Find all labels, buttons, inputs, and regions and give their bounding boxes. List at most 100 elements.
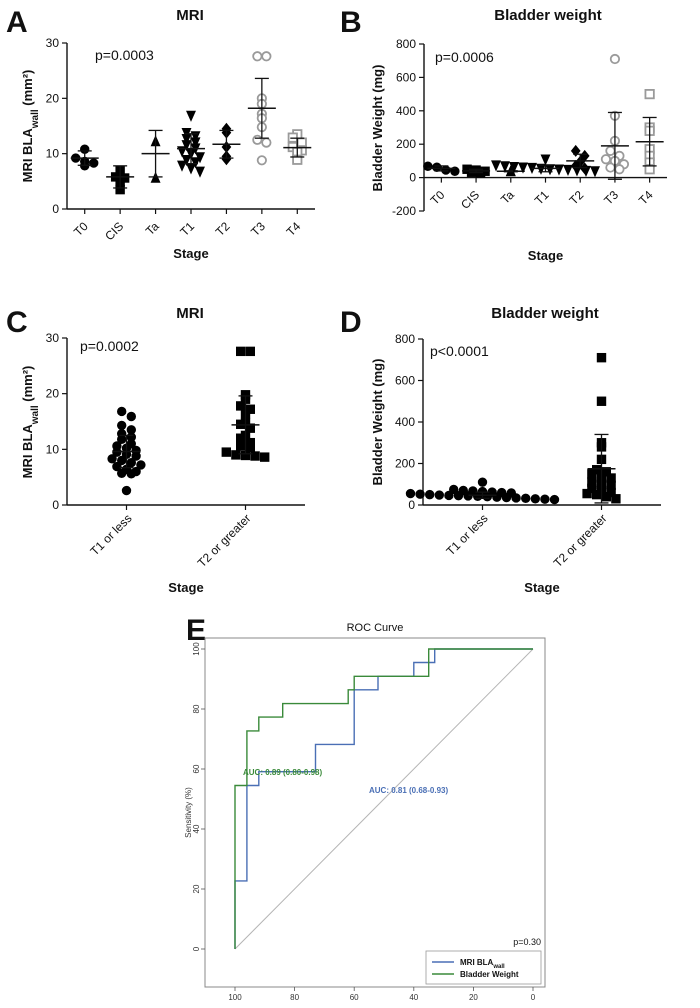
data-point — [236, 441, 246, 451]
data-point — [252, 134, 263, 145]
data-point — [252, 51, 263, 62]
data-point — [136, 460, 146, 470]
x-tick-label: T1 — [532, 188, 552, 208]
data-point — [221, 447, 232, 457]
data-point — [500, 161, 510, 173]
data-point — [405, 488, 416, 499]
roc-title: ROC Curve — [347, 622, 404, 634]
y-tick-label: 400 — [396, 104, 416, 118]
data-point — [117, 406, 127, 417]
panel-a-mri-scatter: MRI p=0.0003 0 10 20 30 MRI BLAwall (mm²) Stage… — [20, 7, 315, 261]
chart-title: Bladder weight — [494, 7, 602, 24]
y-tick-label: 200 — [395, 457, 415, 471]
panel-letter-b: B — [340, 6, 362, 39]
data-point — [190, 157, 201, 169]
data-point — [415, 489, 425, 499]
data-point — [491, 160, 501, 172]
auc-label-bladder: AUC: 0.89 (0.80-0.98) — [243, 768, 322, 777]
data-point — [121, 485, 132, 496]
data-point — [596, 352, 607, 363]
y-axis-label: Bladder Weight (mg) — [370, 359, 385, 486]
x-tick-label: CIS — [102, 219, 126, 243]
plot-frame — [204, 637, 546, 988]
p-value: p=0.0003 — [95, 47, 154, 63]
y-tick-label: 40 — [192, 824, 201, 833]
data-point — [181, 134, 192, 146]
p-value: p=0.0002 — [80, 338, 139, 354]
data-point — [605, 162, 616, 173]
x-tick-label: T1 or less — [87, 511, 134, 558]
data-point — [545, 164, 555, 176]
x-tick-label: T4 — [284, 219, 304, 239]
data-point — [579, 162, 590, 175]
y-tick-label: 20 — [46, 91, 60, 105]
data-point — [89, 158, 99, 168]
y-axis-label: Bladder Weight (mg) — [370, 65, 385, 192]
data-point — [587, 469, 597, 479]
x-axis-label: Stage — [168, 580, 203, 595]
y-tick-label: 600 — [396, 70, 416, 84]
data-point — [601, 492, 611, 502]
x-tick-label: T2 — [213, 219, 233, 239]
y-tick-label: 0 — [408, 498, 415, 512]
data-point — [449, 484, 459, 495]
legend-label: Bladder Weight — [460, 970, 519, 979]
x-tick-label: T3 — [248, 219, 268, 239]
data-point — [554, 164, 564, 176]
data-point — [117, 468, 127, 478]
data-point — [245, 442, 256, 453]
data-point — [256, 155, 267, 166]
panel-letter-d: D — [340, 306, 362, 339]
x-tick-label: T2 or greater — [551, 511, 610, 570]
x-tick-label: T0 — [71, 219, 91, 239]
x-tick-label: T1 or less — [443, 511, 490, 558]
y-tick-label: 100 — [192, 642, 201, 656]
data-point — [570, 144, 581, 157]
x-tick-label: CIS — [458, 188, 482, 212]
data-point — [117, 420, 127, 431]
data-point — [501, 492, 512, 503]
data-point — [126, 469, 137, 479]
chart-title: Bladder weight — [491, 305, 599, 322]
data-point — [181, 140, 192, 152]
y-tick-label: 400 — [395, 415, 415, 429]
data-point — [540, 154, 551, 166]
data-point — [644, 89, 655, 100]
data-point — [181, 155, 192, 167]
x-tick-label: 40 — [409, 993, 418, 1002]
x-tick-label: 20 — [469, 993, 478, 1002]
panel-e-roc-curve: ROC Curve020406080100100806040200Specifi… — [184, 622, 546, 1008]
y-tick-label: -200 — [392, 204, 416, 218]
y-tick-label: 800 — [395, 332, 415, 346]
x-tick-label: T1 — [177, 219, 197, 239]
p-value: p=0.0006 — [435, 49, 494, 65]
data-point — [423, 161, 433, 171]
panel-b-bladder-scatter: Bladder weight p=0.0006 -200 0 200 400 600 800 B… — [370, 7, 667, 263]
data-point — [521, 493, 531, 504]
chart-title: MRI — [176, 7, 204, 24]
data-point — [441, 165, 451, 175]
data-point — [530, 494, 540, 504]
panel-letter-a: A — [6, 6, 28, 39]
data-point — [236, 433, 246, 443]
x-tick-label: T0 — [428, 188, 448, 208]
data-point — [482, 492, 492, 502]
panel-d-bladder-scatter: Bladder weight p<0.0001 0 200 400 600 800 Bladd… — [370, 305, 661, 595]
data-point — [190, 137, 201, 149]
data-point — [261, 137, 272, 148]
data-point — [107, 454, 117, 464]
legend-label: MRI BLAwall — [460, 958, 505, 970]
x-tick-label: 80 — [290, 993, 299, 1002]
data-point — [231, 450, 241, 460]
panel-letter-e: E — [186, 614, 206, 647]
x-axis-label: Stage — [173, 246, 208, 261]
data-point — [425, 489, 435, 500]
x-tick-label: T2 — [567, 188, 587, 208]
y-axis-label: MRI BLAwall (mm²) — [20, 366, 41, 479]
y-tick-label: 0 — [192, 946, 201, 951]
p-value: p<0.0001 — [430, 343, 489, 359]
x-axis-label: Stage — [524, 580, 559, 595]
y-tick-label: 600 — [395, 374, 415, 388]
data-point — [596, 396, 607, 406]
y-tick-label: 10 — [46, 147, 60, 161]
